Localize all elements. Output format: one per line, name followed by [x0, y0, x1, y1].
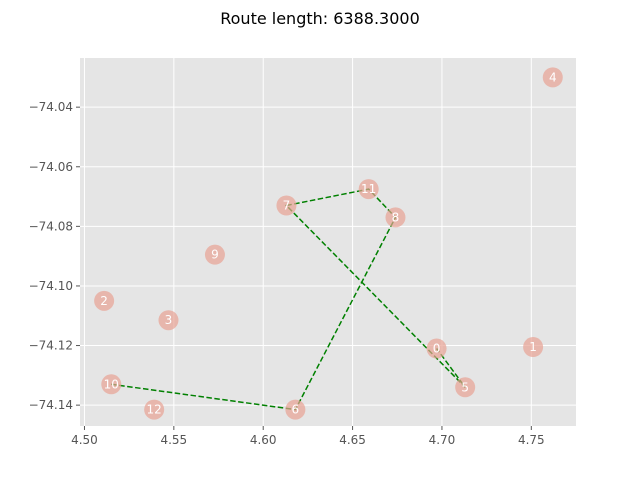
x-tick-label: 4.50 — [71, 433, 98, 447]
point-label: 9 — [211, 248, 219, 262]
point-label: 3 — [165, 313, 173, 327]
point-label: 11 — [361, 182, 376, 196]
point-marker — [94, 290, 115, 311]
point-marker — [285, 399, 306, 420]
y-tick-label: −74.14 — [29, 398, 73, 412]
point-marker — [385, 207, 406, 228]
point-marker — [158, 310, 179, 331]
axes: 4.50 4.55 4.60 4.65 4.70 4.75 −74.04 −74.06 −74.… — [29, 100, 545, 447]
point-marker — [358, 179, 379, 200]
point-marker — [101, 374, 122, 395]
point-marker — [542, 67, 563, 88]
point-label: 8 — [392, 210, 400, 224]
y-tick-label: −74.10 — [29, 279, 73, 293]
x-tick-label: 4.65 — [339, 433, 366, 447]
y-tick-label: −74.06 — [29, 160, 73, 174]
point-label: 5 — [461, 380, 469, 394]
point-label: 1 — [529, 340, 537, 354]
chart-title: Route length: 6388.3000 — [220, 9, 420, 28]
y-tick-label: −74.12 — [29, 339, 73, 353]
y-tick-label: −74.08 — [29, 219, 73, 233]
plot-area — [80, 58, 576, 426]
point-marker — [144, 399, 165, 420]
x-tick-label: 4.55 — [160, 433, 187, 447]
point-label: 7 — [283, 198, 291, 212]
x-tick-label: 4.60 — [250, 433, 277, 447]
point-marker — [426, 338, 447, 359]
point-marker — [276, 195, 297, 216]
point-label: 10 — [104, 377, 119, 391]
point-label: 6 — [292, 403, 300, 417]
x-tick-label: 4.70 — [429, 433, 456, 447]
point-label: 12 — [147, 403, 162, 417]
point-marker — [455, 377, 476, 398]
x-tick-label: 4.75 — [518, 433, 545, 447]
y-tick-label: −74.04 — [29, 100, 73, 114]
point-marker — [204, 244, 225, 265]
point-label: 2 — [100, 294, 108, 308]
point-label: 0 — [433, 342, 441, 356]
point-marker — [523, 337, 544, 358]
point-label: 4 — [549, 70, 557, 84]
